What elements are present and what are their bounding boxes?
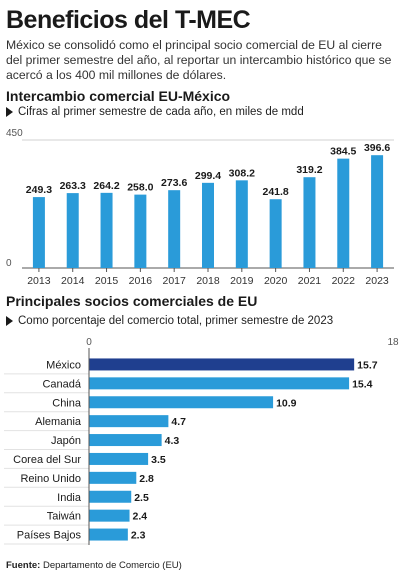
category-label: Canadá (42, 378, 81, 390)
x-tick-label: 2013 (27, 275, 51, 287)
bar (89, 528, 128, 541)
bar (89, 452, 149, 465)
y-tick-label-zero: 0 (6, 258, 12, 269)
triangle-bullet-icon (6, 107, 13, 117)
category-label: Corea del Sur (13, 454, 81, 466)
bar (89, 471, 137, 484)
bar (89, 358, 355, 371)
bar-value-label: 15.4 (352, 378, 373, 390)
bar-value-label: 263.3 (60, 180, 86, 192)
x-tick-label: 2017 (163, 275, 187, 287)
bar (32, 197, 45, 268)
bar (89, 396, 274, 409)
category-label: Alemania (35, 416, 82, 428)
chart1-svg: 450 0 249.3 2013 263.3 2014 264.2 2015 258.0 2016… (6, 128, 394, 287)
source-label: Fuente: (6, 560, 41, 571)
bar-value-label: 2.8 (139, 473, 154, 485)
bar-value-label: 241.8 (262, 186, 288, 198)
bar (100, 192, 113, 268)
x-tick-label: 2018 (196, 275, 220, 287)
bar (89, 434, 162, 447)
bar (66, 193, 79, 268)
bar-value-label: 2.5 (134, 492, 149, 504)
bar (89, 415, 169, 428)
bar-value-label: 249.3 (26, 184, 52, 196)
y-tick-label-top: 450 (6, 128, 23, 139)
page-title: Beneficios del T-MEC (6, 6, 251, 34)
category-label: Taiwán (47, 511, 81, 523)
chart2-subtitle: Como porcentaje del comercio total, prim… (6, 315, 333, 327)
x-tick-label: 2016 (129, 275, 153, 287)
x-tick-label: 2023 (365, 275, 389, 287)
category-label: China (52, 397, 82, 409)
bar-value-label: 396.6 (364, 142, 390, 154)
chart1-subtitle: Cifras al primer semestre de cada año, e… (6, 106, 304, 118)
bar (134, 194, 147, 268)
category-label: Japón (51, 435, 81, 447)
bar-value-label: 4.7 (171, 416, 186, 428)
x-tick-label: 2022 (332, 275, 356, 287)
category-label: Reino Unido (20, 473, 81, 485)
chart2-title: Principales socios comerciales de EU (6, 293, 258, 309)
bar-value-label: 299.4 (195, 170, 221, 182)
chart1-title: Intercambio comercial EU-México (6, 88, 231, 104)
bar-value-label: 10.9 (276, 397, 297, 409)
chart1-subtitle-text: Cifras al primer semestre de cada año, e… (18, 106, 304, 118)
chart2-subtitle-text: Como porcentaje del comercio total, prim… (18, 315, 334, 327)
bar-value-label: 308.2 (229, 167, 255, 179)
bar (89, 490, 132, 503)
category-label: India (57, 492, 82, 504)
x-tick-label: 2021 (298, 275, 322, 287)
x-tick-label: 2020 (264, 275, 288, 287)
bar (235, 180, 248, 268)
bar (337, 158, 350, 268)
x-tick-label: 2014 (61, 275, 85, 287)
bar (202, 182, 214, 268)
bar-value-label: 15.7 (357, 359, 378, 371)
category-label: México (46, 359, 81, 371)
bar (269, 199, 282, 268)
bar (303, 177, 316, 268)
bar-value-label: 273.6 (161, 177, 187, 189)
x-tick-label-zero: 0 (86, 337, 92, 348)
x-tick-label: 2019 (230, 275, 254, 287)
bar (89, 377, 350, 390)
bar (371, 155, 384, 268)
x-tick-label-max: 18 (387, 337, 399, 348)
bar-value-label: 3.5 (151, 454, 166, 466)
category-label: Países Bajos (17, 530, 82, 542)
source-text: Departamento de Comercio (EU) (42, 560, 182, 571)
intro-text: México se consolidó como el principal so… (6, 38, 392, 82)
bar-value-label: 4.3 (165, 435, 180, 447)
bar-value-label: 264.2 (93, 180, 119, 192)
bar (89, 509, 130, 522)
bar-value-label: 319.2 (296, 164, 322, 176)
x-tick-label: 2015 (95, 275, 119, 287)
chart2-svg: 0 18 México 15.7 Canadá 15.4 China 10.9 Alemania… (4, 337, 399, 545)
bar-value-label: 384.5 (330, 146, 356, 158)
triangle-bullet-icon (6, 316, 13, 326)
bar-value-label: 2.3 (131, 530, 146, 542)
bar (168, 190, 181, 268)
bar-value-label: 2.4 (133, 511, 148, 523)
bar-value-label: 258.0 (127, 182, 153, 194)
source-note: Fuente: Departamento de Comercio (EU) (6, 560, 182, 571)
